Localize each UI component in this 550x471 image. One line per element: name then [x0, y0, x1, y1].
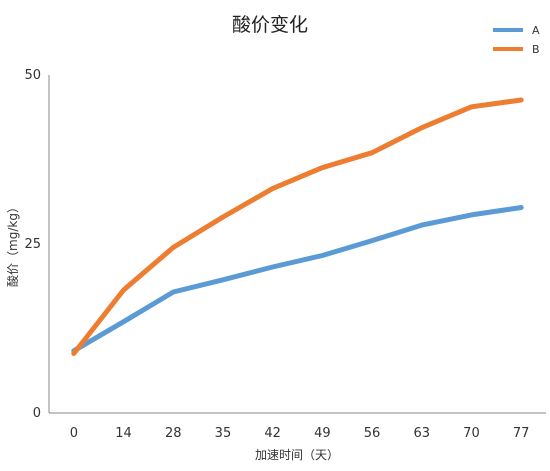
y-tick-label: 25 — [24, 237, 41, 252]
x-tick-label: 42 — [264, 426, 281, 441]
series-line-b — [71, 97, 524, 356]
legend-label-b: B — [532, 43, 540, 56]
y-axis-label: 酸价（mg/kg） — [5, 201, 20, 287]
x-tick-label: 28 — [165, 426, 182, 441]
x-axis-label: 加速时间（天） — [255, 448, 339, 462]
y-tick-label: 50 — [24, 68, 41, 83]
chart-title: 酸价变化 — [232, 14, 308, 36]
x-tick-label: 14 — [115, 426, 132, 441]
x-tick-label: 0 — [70, 426, 78, 441]
y-ticks: 0 25 50 — [24, 68, 41, 421]
x-tick-label: 35 — [215, 426, 232, 441]
y-tick-label: 0 — [33, 406, 41, 421]
x-tick-label: 63 — [413, 426, 430, 441]
legend: A B — [493, 24, 540, 56]
legend-label-a: A — [532, 24, 540, 37]
x-tick-label: 56 — [364, 426, 381, 441]
x-ticks: 0 14 28 35 42 49 56 63 70 77 — [70, 426, 530, 441]
x-tick-label: 70 — [463, 426, 480, 441]
x-tick-label: 77 — [513, 426, 530, 441]
x-tick-label: 49 — [314, 426, 331, 441]
series-line-a — [71, 205, 524, 354]
series-lines — [71, 97, 524, 356]
